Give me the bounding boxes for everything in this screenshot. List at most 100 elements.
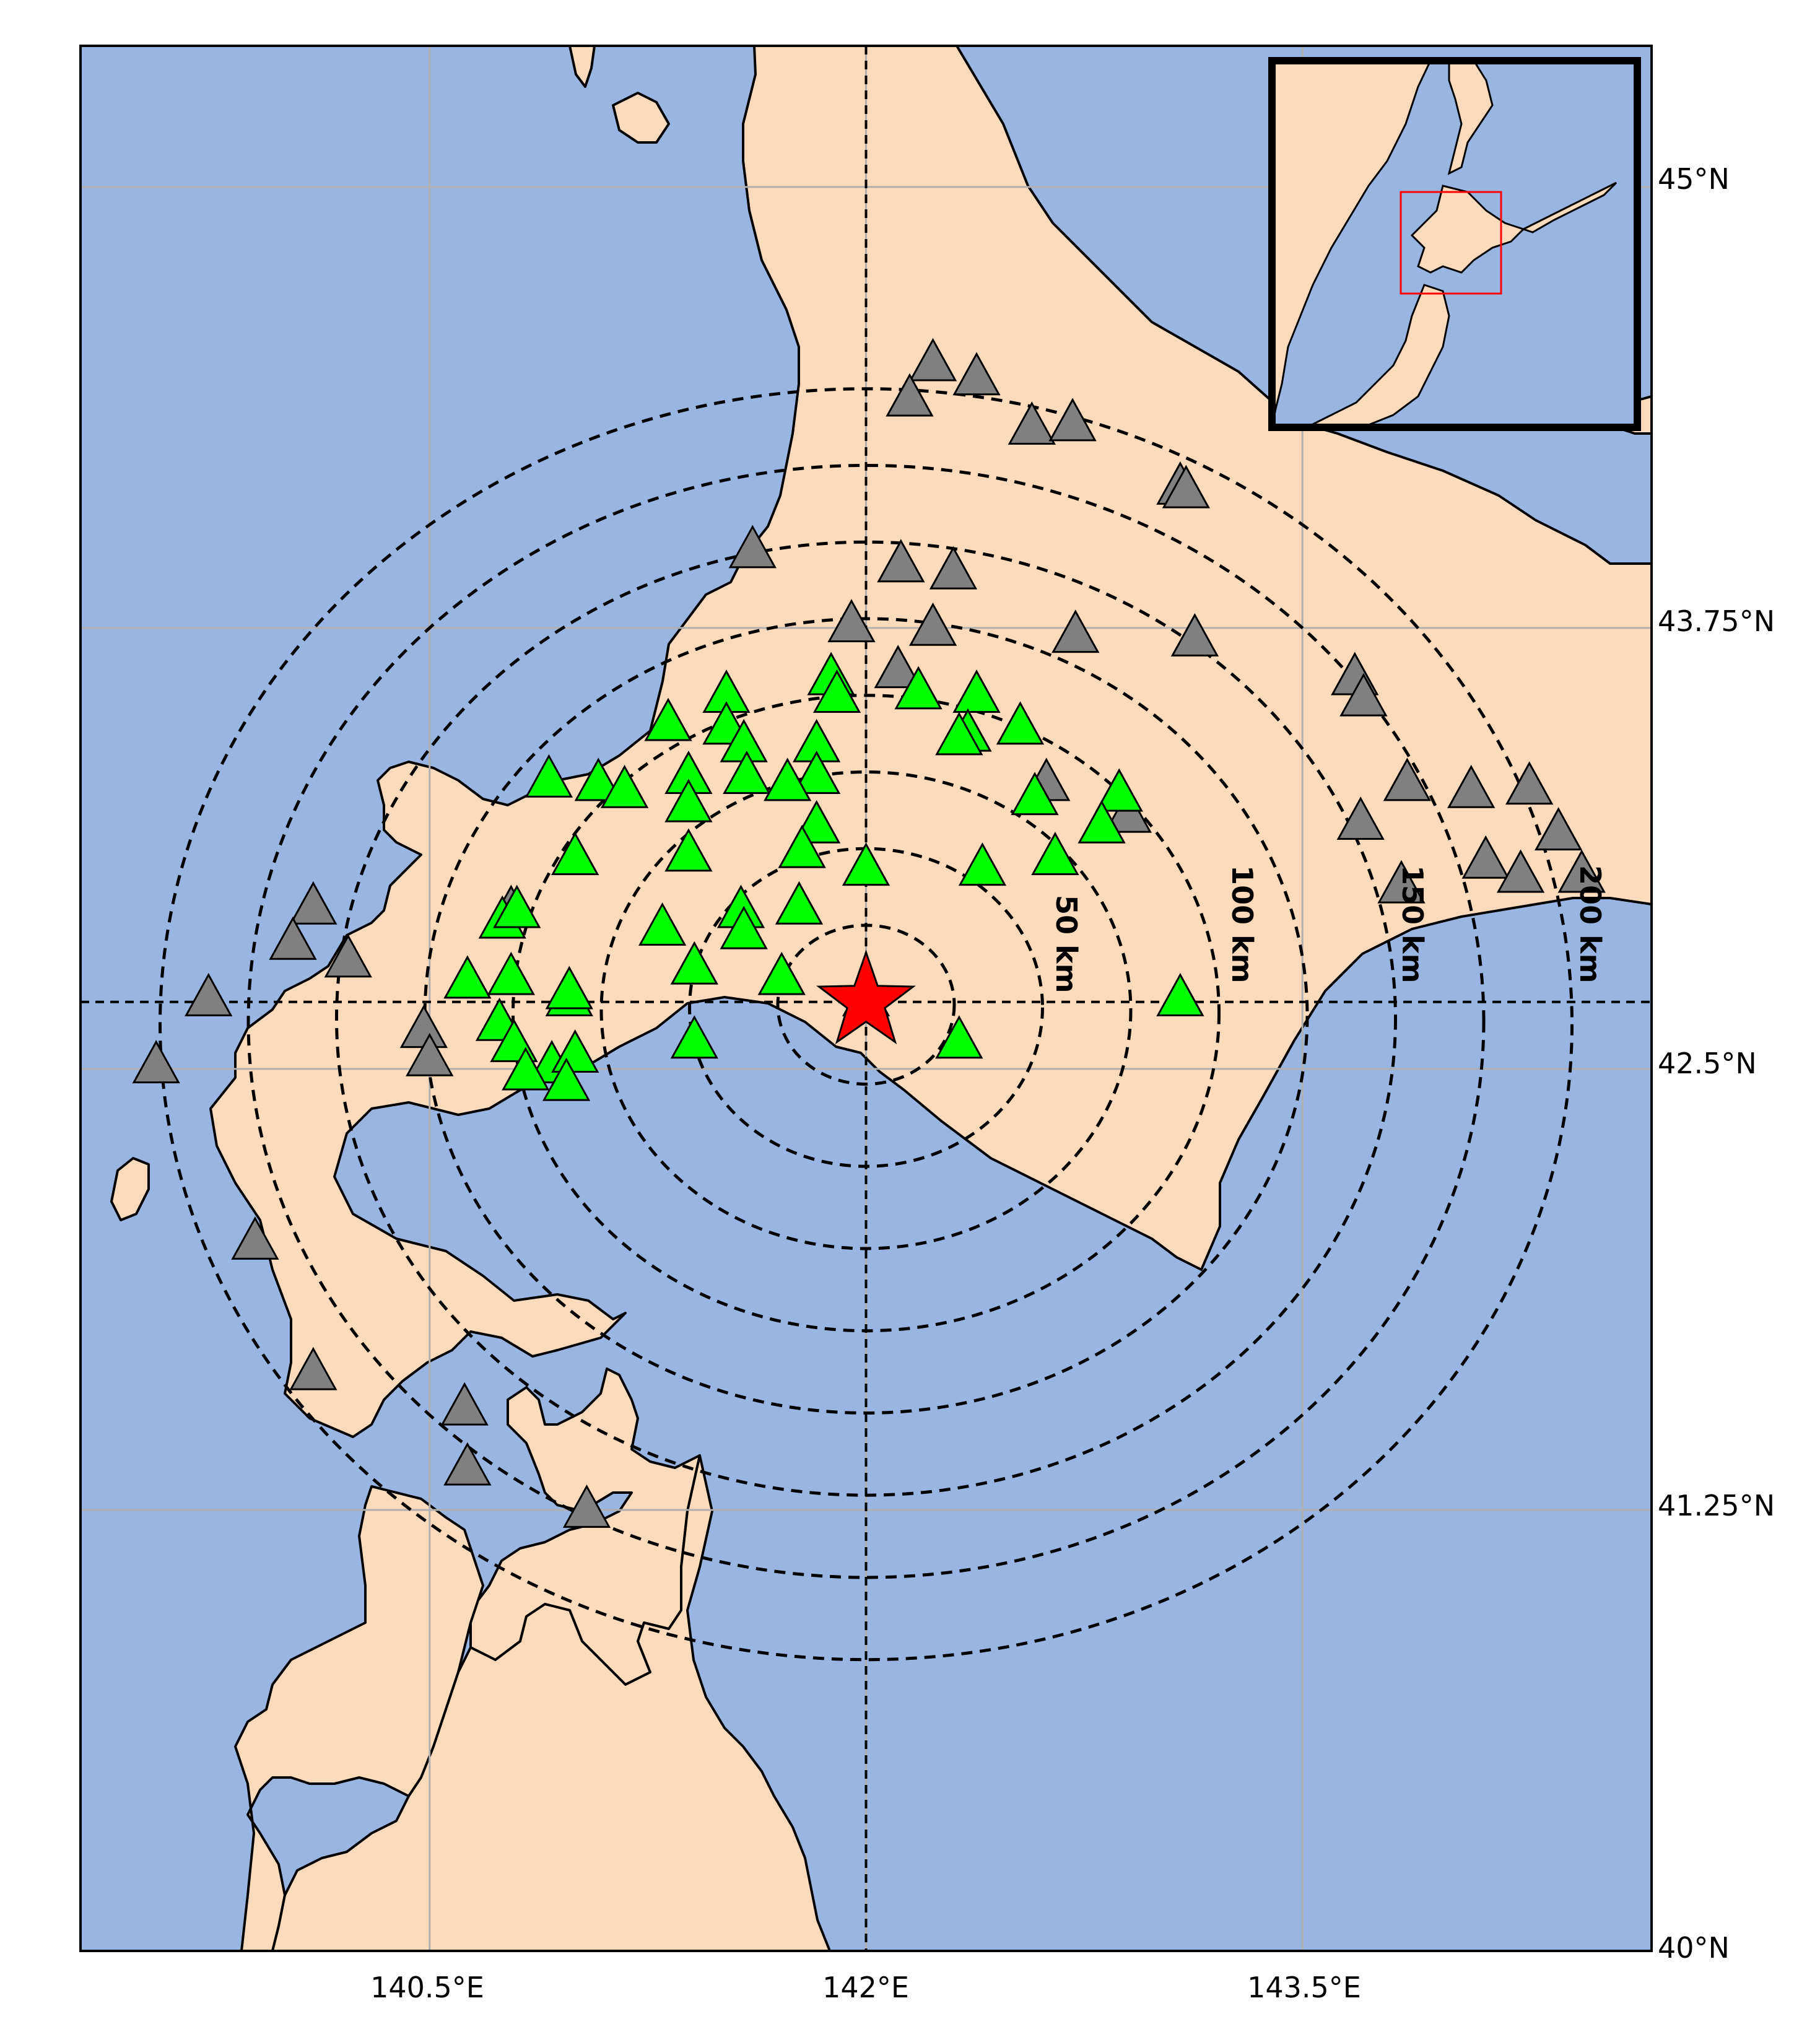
used-station-triangle-icon (525, 754, 573, 798)
unused-station-triangle-icon (1535, 807, 1583, 851)
used-station-triangle-icon (894, 666, 943, 710)
unused-station-triangle-icon (443, 1442, 492, 1486)
inset-hokkaido (1410, 185, 1525, 274)
unused-station-triangle-icon (908, 602, 957, 646)
used-station-triangle-icon (952, 670, 1001, 713)
lat-tick-43-75: 43.75°N (1658, 604, 1775, 638)
used-station-triangle-icon (487, 951, 535, 995)
unused-station-triangle-icon (185, 972, 233, 1016)
unused-station-triangle-icon (1008, 401, 1056, 445)
used-station-triangle-icon (1078, 800, 1126, 844)
unused-station-triangle-icon (231, 1216, 279, 1260)
used-station-triangle-icon (764, 757, 812, 801)
rishiri-island (568, 46, 596, 88)
ring-label-200: 200 km (1574, 865, 1607, 984)
used-station-triangle-icon (757, 951, 806, 995)
unused-station-triangle-icon (1505, 761, 1554, 805)
lat-tick-40: 40°N (1658, 1931, 1730, 1965)
used-station-triangle-icon (551, 1029, 599, 1073)
unused-station-triangle-icon (908, 338, 957, 382)
unused-station-triangle-icon (289, 881, 337, 925)
okushiri-island (110, 1157, 150, 1221)
used-station-triangle-icon (443, 955, 492, 999)
unused-station-triangle-icon (877, 539, 925, 583)
ring-label-50: 50 km (1050, 895, 1083, 993)
inset-kuril (1521, 181, 1618, 233)
used-station-triangle-icon (638, 902, 687, 946)
used-station-triangle-icon (842, 842, 890, 886)
unused-station-triangle-icon (929, 546, 978, 590)
unused-station-triangle-icon (1383, 757, 1431, 801)
lon-tick-143-5: 143.5°E (1247, 1971, 1361, 2004)
unused-station-triangle-icon (132, 1040, 180, 1084)
used-station-triangle-icon (996, 701, 1045, 745)
unused-station-triangle-icon (1557, 849, 1606, 893)
unused-station-triangle-icon (1170, 613, 1219, 656)
lon-tick-142: 142°E (822, 1971, 909, 2004)
used-station-triangle-icon (812, 670, 861, 713)
unused-station-triangle-icon (1377, 860, 1426, 904)
unused-station-triangle-icon (324, 934, 372, 978)
unused-station-triangle-icon (728, 525, 777, 569)
inset-sakhalin (1447, 61, 1494, 175)
unused-station-triangle-icon (1048, 398, 1097, 442)
map-frame (79, 45, 1653, 1952)
used-station-triangle-icon (664, 828, 713, 872)
unused-station-triangle-icon (827, 599, 876, 643)
unused-station-triangle-icon (1162, 465, 1210, 508)
unused-station-triangle-icon (1339, 673, 1388, 717)
used-station-triangle-icon (935, 1015, 983, 1059)
unused-station-triangle-icon (886, 373, 934, 417)
lat-tick-labels: 45°N 43.75°N 42.5°N 41.25°N 40°N (1658, 162, 1775, 1965)
used-station-triangle-icon (664, 779, 713, 822)
unused-station-triangle-icon (406, 1032, 454, 1076)
used-station-triangle-icon (958, 842, 1007, 886)
inset-honshu (1306, 284, 1450, 427)
inset-asia-mainland (1272, 61, 1432, 427)
unused-station-triangle-icon (1052, 609, 1100, 653)
inset-region-box (1400, 191, 1502, 295)
lon-tick-140-5: 140.5°E (370, 1971, 484, 2004)
inset-frame (1268, 57, 1641, 431)
unused-station-triangle-icon (874, 645, 922, 689)
used-station-triangle-icon (545, 966, 593, 1010)
used-station-triangle-icon (493, 884, 541, 928)
used-station-triangle-icon (935, 712, 983, 756)
unused-station-triangle-icon (1496, 849, 1545, 893)
used-station-triangle-icon (775, 881, 824, 925)
honshu-tsugaru (234, 1485, 484, 1951)
distance-ring-350km (246, 463, 1486, 1579)
used-station-triangle-icon (600, 764, 649, 808)
lat-tick-45: 45°N (1658, 162, 1730, 196)
inset-map (1268, 57, 1641, 431)
lat-tick-41-25: 41.25°N (1658, 1489, 1775, 1522)
used-station-triangle-icon (792, 751, 841, 794)
used-station-triangle-icon (670, 941, 718, 985)
unused-station-triangle-icon (1461, 835, 1510, 879)
used-station-triangle-icon (644, 697, 692, 741)
used-station-triangle-icon (670, 1015, 718, 1059)
used-station-triangle-icon (1095, 768, 1143, 812)
unused-station-triangle-icon (269, 916, 317, 960)
used-station-triangle-icon (720, 905, 768, 949)
used-station-triangle-icon (723, 751, 771, 794)
unused-station-triangle-icon (440, 1382, 489, 1426)
lon-tick-labels: 140.5°E 142°E 143.5°E (370, 1971, 1361, 2004)
used-station-triangle-icon (502, 1047, 550, 1091)
honshu-mainland (271, 1454, 831, 1951)
unused-station-triangle-icon (562, 1484, 611, 1528)
lat-tick-42-5: 42.5°N (1658, 1047, 1757, 1080)
used-station-triangle-icon (1156, 972, 1204, 1016)
unused-station-triangle-icon (1447, 764, 1496, 808)
used-station-triangle-icon (551, 832, 599, 876)
used-station-triangle-icon (1031, 832, 1079, 876)
ring-label-150: 150 km (1396, 865, 1429, 984)
used-stations (443, 652, 1204, 1101)
rebun-island (612, 92, 670, 144)
used-station-triangle-icon (542, 1057, 591, 1101)
ring-labels: 50 km 100 km 150 km 200 km (1050, 865, 1607, 993)
used-station-triangle-icon (1011, 772, 1059, 816)
used-station-triangle-icon (574, 757, 622, 801)
distance-ring-150km (599, 770, 1133, 1250)
